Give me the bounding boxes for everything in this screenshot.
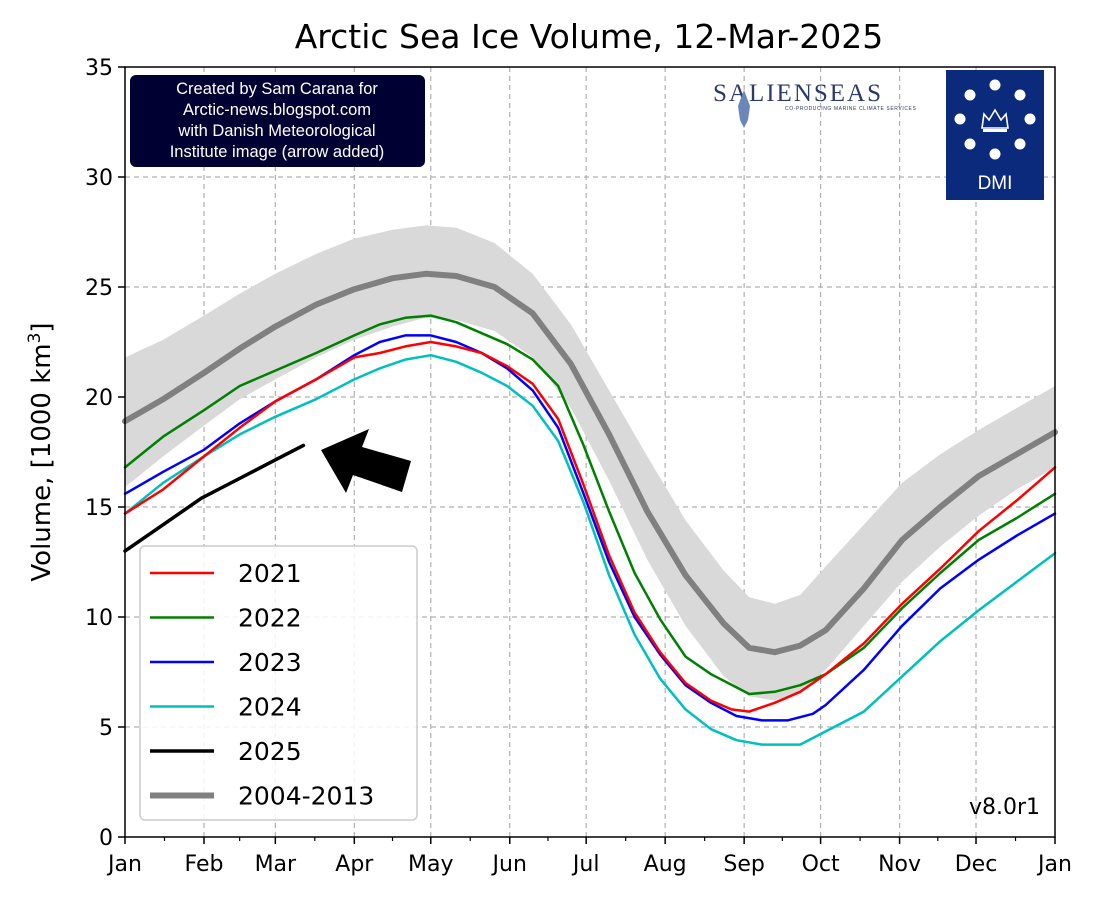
x-tick-label: Jan: [106, 852, 142, 877]
x-tick-label: Dec: [955, 852, 998, 877]
range-band-area: [125, 225, 1055, 701]
legend-label-2021: 2021: [238, 559, 302, 588]
y-axis-title: Volume, [1000 km3]: [25, 322, 57, 581]
series-line-2022: [123, 314, 1057, 696]
x-tick-label: Jul: [571, 852, 600, 877]
legend-label-2024: 2024: [238, 693, 302, 722]
dmi-logo-background: [946, 70, 1044, 200]
salienseas-wordmark: SALIENSEAS: [713, 80, 883, 107]
y-tick-label: 35: [85, 56, 113, 81]
dmi-crown-icon: [954, 79, 1036, 160]
x-tick-label: May: [408, 852, 453, 877]
range-band: [125, 225, 1055, 701]
x-tick-label: Mar: [255, 852, 297, 877]
legend-label-2004-2013: 2004-2013: [238, 782, 374, 811]
series-line-2025: [123, 443, 306, 553]
salienseas-emblem-icon: [738, 90, 750, 128]
series-lines: [122, 270, 1058, 746]
credit-line-4: Institute image (arrow added): [170, 143, 385, 161]
x-tick-label: Nov: [878, 852, 921, 877]
dmi-wordmark: DMI: [978, 173, 1013, 194]
x-tick-label: Sep: [723, 852, 764, 877]
credit-box: Created by Sam Carana for Arctic-news.bl…: [130, 75, 425, 167]
salienseas-logo: SALIENSEAS CO-PRODUCING MARINE CLIMATE S…: [713, 80, 916, 128]
credit-line-2: Arctic-news.blogspot.com: [183, 101, 371, 119]
x-tick-label: Feb: [185, 852, 224, 877]
legend: 2021 2022 2023 2024 2025 2004-2013: [139, 545, 418, 821]
credit-line-1: Created by Sam Carana for: [176, 80, 378, 98]
plot-frame: [124, 66, 1056, 838]
x-tick-label: Aug: [644, 852, 687, 877]
legend-label-2023: 2023: [238, 648, 302, 677]
y-tick-label: 30: [85, 166, 113, 191]
legend-label-2025: 2025: [238, 737, 302, 766]
x-tick-label: Jan: [1036, 852, 1072, 877]
annotation-arrow: [321, 429, 411, 493]
y-tick-label: 5: [99, 716, 113, 741]
series-line-2004-2013: [122, 270, 1058, 656]
x-tick-label: Apr: [335, 852, 374, 877]
credit-line-3: with Danish Meteorological: [177, 122, 375, 140]
chart-title: Arctic Sea Ice Volume, 12-Mar-2025: [295, 17, 884, 56]
series-line-2021: [123, 340, 1057, 713]
x-tick-label: Oct: [802, 852, 840, 877]
legend-label-2022: 2022: [238, 604, 302, 633]
y-tick-label: 15: [85, 496, 113, 521]
y-tick-label: 10: [85, 606, 113, 631]
version-label: v8.0r1: [969, 795, 1040, 820]
salienseas-tagline: CO-PRODUCING MARINE CLIMATE SERVICES: [785, 106, 916, 112]
y-tick-label: 20: [85, 386, 113, 411]
dmi-logo: DMI: [946, 70, 1044, 200]
y-tick-label: 0: [99, 826, 113, 851]
series-line-2024: [123, 353, 1057, 746]
x-tick-label: Jun: [491, 852, 527, 877]
y-tick-label: 25: [85, 276, 113, 301]
